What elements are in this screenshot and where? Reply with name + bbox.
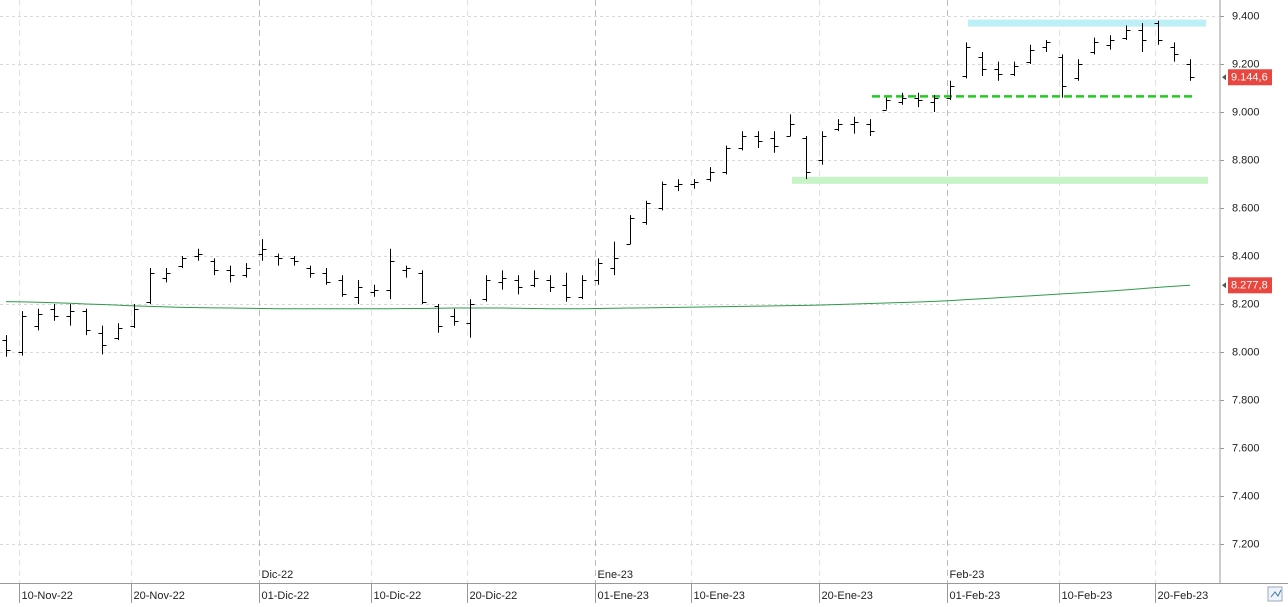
x-tick-label: 10-Feb-23 xyxy=(1062,590,1113,602)
y-tick-label: 9.000 xyxy=(1232,106,1260,118)
scale-button[interactable] xyxy=(1267,586,1283,602)
x-tick-label: 20-Ene-23 xyxy=(822,590,873,602)
price-label-box xyxy=(1228,69,1272,86)
x-tick-label: 20-Feb-23 xyxy=(1158,590,1209,602)
y-tick-label: 7.200 xyxy=(1232,538,1260,550)
y-tick-label: 7.400 xyxy=(1232,490,1260,502)
y-tick-label: 9.200 xyxy=(1232,58,1260,70)
x-tick-label: 01-Dic-22 xyxy=(262,590,310,602)
y-tick-label: 8.400 xyxy=(1232,250,1260,262)
x-tick-label: 10-Nov-22 xyxy=(22,590,73,602)
price-pointer xyxy=(1222,282,1226,289)
price-label: 9.144,6 xyxy=(1231,72,1268,84)
x-tick-label: 10-Ene-23 xyxy=(694,590,745,602)
x-tick-label: 20-Nov-22 xyxy=(134,590,185,602)
y-tick-label: 7.600 xyxy=(1232,442,1260,454)
x-tick-label: 01-Feb-23 xyxy=(950,590,1001,602)
y-tick-label: 9.400 xyxy=(1232,10,1260,22)
y-tick-label: 7.800 xyxy=(1232,394,1260,406)
y-tick-label: 8.800 xyxy=(1232,154,1260,166)
scale-icon xyxy=(1270,589,1282,598)
price-label: 8.277,8 xyxy=(1231,280,1268,292)
month-label: Ene-23 xyxy=(598,569,633,581)
y-tick-label: 8.000 xyxy=(1232,346,1260,358)
month-label: Feb-23 xyxy=(950,569,985,581)
moving-average xyxy=(5,284,1191,310)
x-tick-label: 10-Dic-22 xyxy=(374,590,422,602)
month-label: Dic-22 xyxy=(262,569,294,581)
price-label-box xyxy=(1228,277,1272,294)
y-tick-label: 8.600 xyxy=(1232,202,1260,214)
x-tick-label: 01-Ene-23 xyxy=(598,590,649,602)
price-pointer xyxy=(1222,74,1226,81)
x-tick-label: 20-Dic-22 xyxy=(470,590,518,602)
y-tick-label: 8.200 xyxy=(1232,298,1260,310)
